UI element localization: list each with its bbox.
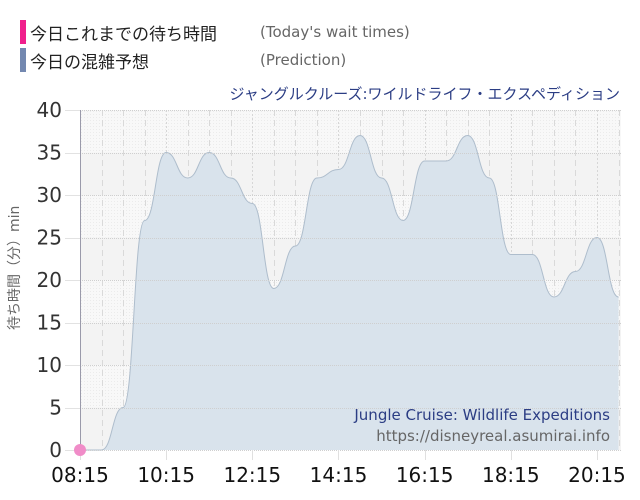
legend-swatch-today	[20, 20, 26, 44]
legend-label-jp: 今日の混雑予想	[30, 52, 149, 73]
legend-label-en: (Today's wait times)	[260, 23, 410, 41]
prediction-area	[80, 135, 619, 450]
watermark-url: https://disneyreal.asumirai.info	[376, 427, 610, 445]
legend-swatch-prediction	[20, 48, 26, 72]
today-wait-marker	[74, 444, 86, 456]
x-axis-ticks: 08:15 10:15 12:15 14:15 16:15 18:15 20:15	[51, 450, 626, 487]
svg-text:18:15: 18:15	[482, 463, 540, 487]
svg-text:20:15: 20:15	[568, 463, 626, 487]
svg-text:14:15: 14:15	[310, 463, 368, 487]
svg-text:10:15: 10:15	[137, 463, 195, 487]
svg-text:15: 15	[37, 311, 62, 335]
svg-text:08:15: 08:15	[51, 463, 109, 487]
svg-text:35: 35	[37, 141, 62, 165]
legend-item-today: 今日これまでの待ち時間 (Today's wait times)	[20, 18, 410, 46]
svg-text:0: 0	[49, 438, 62, 462]
legend-item-prediction: 今日の混雑予想 (Prediction)	[20, 46, 410, 74]
svg-text:10: 10	[37, 353, 62, 377]
svg-text:40: 40	[37, 98, 62, 122]
svg-text:25: 25	[37, 226, 62, 250]
svg-text:12:15: 12:15	[223, 463, 281, 487]
horizontal-grid	[65, 110, 621, 451]
legend-label-en: (Prediction)	[260, 51, 347, 69]
watermark-title: Jungle Cruise: Wildlife Expeditions	[353, 406, 610, 424]
prediction-line	[79, 134, 619, 451]
y-axis-ticks: 0 5 10 15 20 25 30 35 40	[37, 98, 62, 462]
svg-text:16:15: 16:15	[396, 463, 454, 487]
svg-text:20: 20	[37, 268, 62, 292]
chart-title: ジャングルクルーズ:ワイルドライフ・エクスペディション	[229, 85, 620, 103]
legend: 今日これまでの待ち時間 (Today's wait times) 今日の混雑予想…	[20, 18, 410, 74]
legend-label-jp: 今日これまでの待ち時間	[30, 24, 217, 45]
svg-text:5: 5	[49, 396, 62, 420]
svg-text:30: 30	[37, 183, 62, 207]
